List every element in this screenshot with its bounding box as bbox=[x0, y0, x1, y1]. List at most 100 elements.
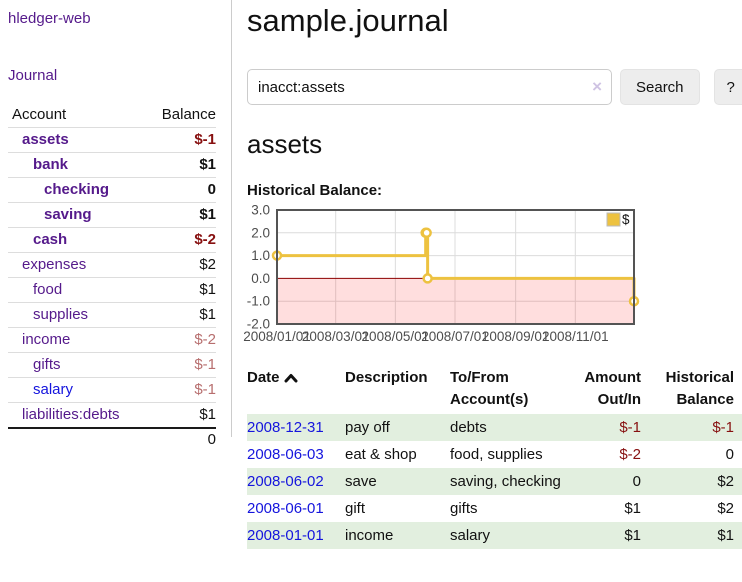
account-row: salary $-1 bbox=[8, 377, 216, 403]
transaction-row: 2008-06-03 eat & shop food, supplies $-2 0 bbox=[247, 441, 742, 468]
accounts-table-body: assets $-1 bank $1 checking 0 saving $1 cash $-2 e… bbox=[8, 127, 216, 428]
account-row: cash $-2 bbox=[8, 227, 216, 253]
register-header-accounts: To/From Account(s) bbox=[450, 369, 529, 408]
account-balance: $1 bbox=[144, 302, 216, 328]
svg-text:-1.0: -1.0 bbox=[247, 294, 270, 309]
svg-text:0.0: 0.0 bbox=[251, 271, 270, 286]
account-heading: assets bbox=[247, 129, 323, 159]
accounts-total-value: 0 bbox=[144, 427, 216, 452]
sort-up-icon bbox=[284, 368, 298, 390]
account-link[interactable]: expenses bbox=[22, 256, 87, 273]
svg-text:-2.0: -2.0 bbox=[247, 317, 270, 332]
accounts-table: Account Balance assets $-1 bank $1 checking 0… bbox=[8, 103, 216, 452]
accounts-total-row: 0 bbox=[8, 427, 216, 452]
svg-text:2008/11/01: 2008/11/01 bbox=[542, 329, 609, 344]
svg-text:2008/07/01: 2008/07/01 bbox=[421, 329, 489, 344]
transaction-accounts: gifts bbox=[450, 500, 478, 517]
register-header-balance: Historical Balance bbox=[665, 369, 734, 408]
account-balance: $1 bbox=[144, 152, 216, 178]
transaction-accounts: saving, checking bbox=[450, 473, 561, 490]
transaction-row: 2008-01-01 income salary $1 $1 bbox=[247, 522, 742, 549]
transaction-amount: $-1 bbox=[619, 419, 641, 436]
account-link[interactable]: salary bbox=[33, 381, 74, 398]
transaction-accounts: food, supplies bbox=[450, 446, 543, 463]
account-balance: $-1 bbox=[144, 352, 216, 378]
transaction-accounts: salary bbox=[450, 527, 491, 544]
account-balance: $-1 bbox=[144, 127, 216, 153]
search-bar: × Search ? bbox=[247, 69, 742, 105]
svg-text:2008/03/01: 2008/03/01 bbox=[302, 329, 370, 344]
account-row: liabilities:debts $1 bbox=[8, 402, 216, 428]
account-link[interactable]: checking bbox=[44, 181, 110, 198]
account-link[interactable]: cash bbox=[33, 231, 68, 248]
transaction-date-link[interactable]: 2008-01-01 bbox=[247, 527, 324, 544]
account-link[interactable]: supplies bbox=[33, 306, 89, 323]
transaction-amount: $1 bbox=[624, 527, 641, 544]
svg-text:2008/05/01: 2008/05/01 bbox=[362, 329, 430, 344]
transaction-balance: $-1 bbox=[712, 419, 734, 436]
transaction-date-link[interactable]: 2008-06-01 bbox=[247, 500, 324, 517]
svg-text:2008/01/01: 2008/01/01 bbox=[243, 329, 311, 344]
account-balance: $-2 bbox=[144, 327, 216, 353]
search-button[interactable]: Search bbox=[620, 69, 700, 105]
account-balance: 0 bbox=[144, 177, 216, 203]
sidebar-item-journal[interactable]: Journal bbox=[8, 67, 58, 84]
account-row: gifts $-1 bbox=[8, 352, 216, 378]
register-table: Date Description To/From Account(s) Amoun… bbox=[247, 366, 742, 549]
account-balance: $2 bbox=[144, 252, 216, 278]
transaction-description: income bbox=[345, 527, 394, 544]
app-title-link[interactable]: hledger-web bbox=[8, 10, 91, 27]
transaction-description: eat & shop bbox=[345, 446, 417, 463]
transaction-row: 2008-06-02 save saving, checking 0 $2 bbox=[247, 468, 742, 495]
account-row: assets $-1 bbox=[8, 127, 216, 153]
account-row: saving $1 bbox=[8, 202, 216, 228]
account-row: expenses $2 bbox=[8, 252, 216, 278]
accounts-header-balance: Balance bbox=[161, 106, 216, 123]
account-row: supplies $1 bbox=[8, 302, 216, 328]
page-title: sample.journal bbox=[247, 3, 449, 38]
account-balance: $-1 bbox=[144, 377, 216, 403]
account-link[interactable]: bank bbox=[33, 156, 69, 173]
clear-search-icon[interactable]: × bbox=[592, 77, 602, 96]
transaction-description: gift bbox=[345, 500, 366, 517]
transaction-row: 2008-06-01 gift gifts $1 $2 bbox=[247, 495, 742, 522]
transaction-date-link[interactable]: 2008-12-31 bbox=[247, 419, 324, 436]
account-balance: $1 bbox=[144, 277, 216, 303]
account-link[interactable]: gifts bbox=[33, 356, 61, 373]
help-button[interactable]: ? bbox=[713, 69, 742, 105]
main-content: sample.journal × Search ? assets Histori… bbox=[243, 0, 742, 549]
account-link[interactable]: saving bbox=[44, 206, 92, 223]
transaction-amount: $1 bbox=[624, 500, 641, 517]
account-link[interactable]: income bbox=[22, 331, 71, 348]
historical-balance-chart: 3.0 2.0 1.0 0.0 -1.0 -2.0 2008/01/01 2008/03/01… bbox=[243, 203, 742, 352]
search-input[interactable] bbox=[247, 69, 612, 105]
account-balance: $-2 bbox=[144, 227, 216, 253]
svg-text:3.0: 3.0 bbox=[251, 203, 270, 218]
register-header-date[interactable]: Date bbox=[247, 366, 345, 414]
account-row: bank $1 bbox=[8, 152, 216, 178]
transaction-date-link[interactable]: 2008-06-02 bbox=[247, 473, 324, 490]
account-link[interactable]: liabilities:debts bbox=[22, 406, 120, 423]
account-balance: $1 bbox=[144, 202, 216, 228]
account-row: food $1 bbox=[8, 277, 216, 303]
transaction-amount: 0 bbox=[632, 473, 641, 490]
transaction-description: save bbox=[345, 473, 377, 490]
transaction-description: pay off bbox=[345, 419, 390, 436]
sidebar: hledger-web Journal Account Balance asse… bbox=[0, 0, 232, 452]
transaction-date-link[interactable]: 2008-06-03 bbox=[247, 446, 324, 463]
transaction-balance: $1 bbox=[717, 527, 734, 544]
transaction-amount: $-2 bbox=[619, 446, 641, 463]
transaction-balance: 0 bbox=[725, 446, 734, 463]
svg-text:1.0: 1.0 bbox=[251, 248, 270, 263]
chart-title: Historical Balance: bbox=[247, 182, 383, 199]
svg-text:2.0: 2.0 bbox=[251, 225, 270, 240]
account-link[interactable]: assets bbox=[22, 131, 69, 148]
account-row: income $-2 bbox=[8, 327, 216, 353]
register-table-body: 2008-12-31 pay off debts $-1 $-1 2008-06-03 ea… bbox=[247, 414, 742, 549]
account-balance: $1 bbox=[144, 402, 216, 428]
transaction-balance: $2 bbox=[717, 500, 734, 517]
svg-text:2008/09/01: 2008/09/01 bbox=[482, 329, 550, 344]
account-link[interactable]: food bbox=[33, 281, 63, 298]
svg-text:$: $ bbox=[622, 212, 630, 227]
accounts-header-account: Account bbox=[12, 106, 67, 123]
